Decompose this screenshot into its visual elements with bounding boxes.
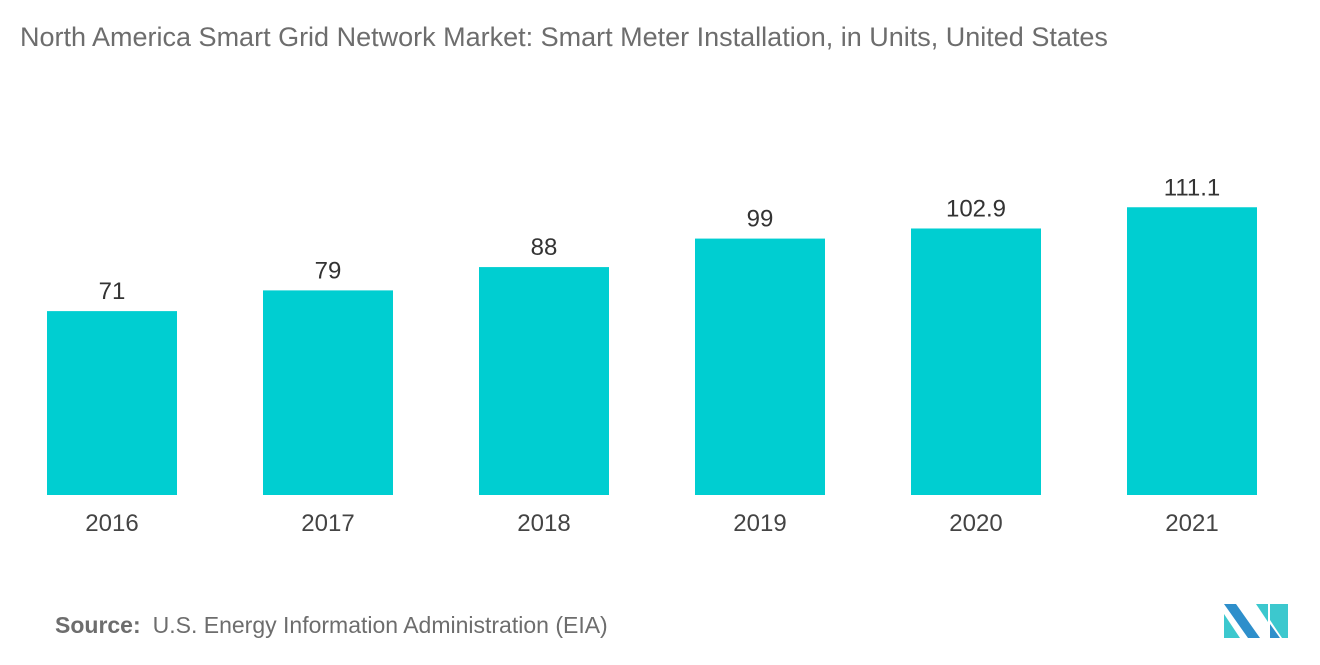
bar-chart: 71 2016 79 2017 88 2018 99 2019 102.9 2020 111.1 20…	[47, 174, 1257, 537]
value-label-2019: 99	[747, 206, 774, 233]
source-label: Source:	[55, 612, 141, 638]
value-label-2016: 71	[99, 278, 126, 305]
bar-2018	[479, 267, 609, 495]
bar-2016	[47, 311, 177, 495]
bar-2020	[911, 228, 1041, 495]
value-label-2017: 79	[315, 257, 342, 284]
value-label-2018: 88	[531, 234, 558, 261]
chart-title: North America Smart Grid Network Market:…	[20, 22, 1108, 52]
x-tick-label-2021: 2021	[1165, 510, 1218, 537]
x-tick-label-2020: 2020	[949, 510, 1002, 537]
bar-2017	[263, 290, 393, 495]
x-tick-label-2016: 2016	[85, 510, 138, 537]
x-tick-label-2019: 2019	[733, 510, 786, 537]
company-logo	[1224, 604, 1288, 638]
bar-2021	[1127, 207, 1257, 495]
value-label-2021: 111.1	[1164, 174, 1221, 201]
x-tick-label-2018: 2018	[517, 510, 570, 537]
bar-2019	[695, 238, 825, 495]
value-label-2020: 102.9	[946, 195, 1006, 222]
source-note: Source: U.S. Energy Information Administr…	[55, 612, 608, 639]
x-tick-label-2017: 2017	[301, 510, 354, 537]
source-text: U.S. Energy Information Administration (…	[152, 612, 608, 638]
